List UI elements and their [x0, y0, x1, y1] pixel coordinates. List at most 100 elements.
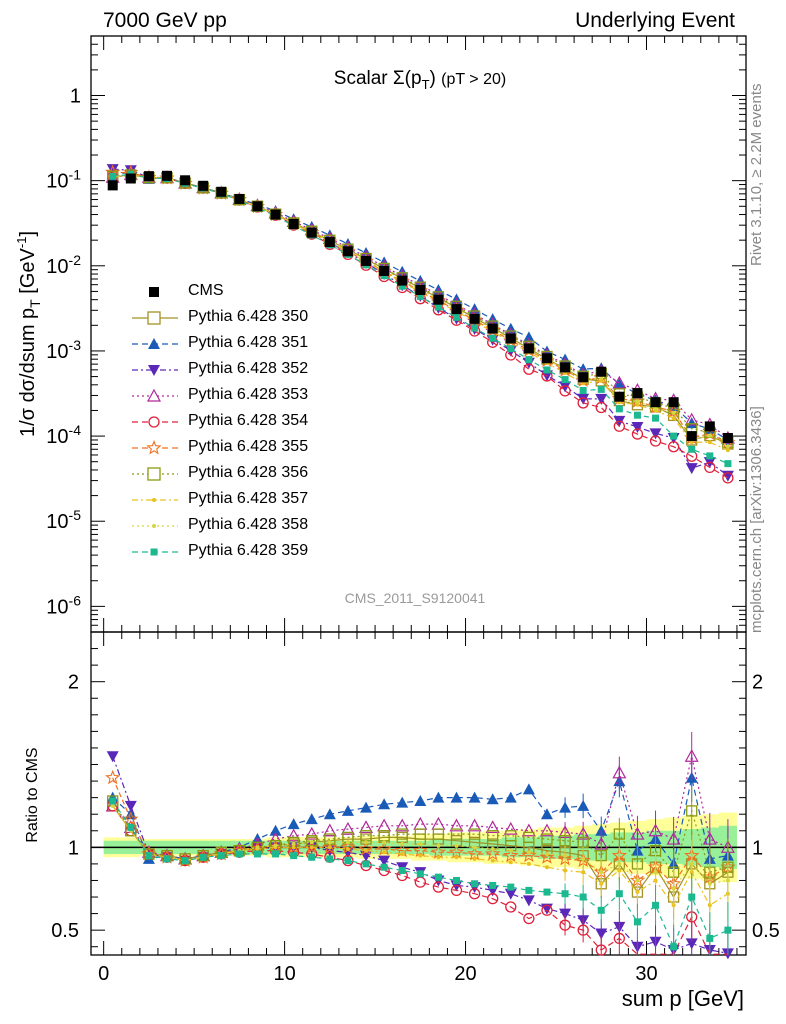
cms-data-point	[487, 323, 498, 334]
ratio-point-p359	[253, 850, 261, 858]
ratio-point-p351	[360, 801, 373, 813]
legend-swatch	[132, 311, 178, 325]
ratio-point-p354	[342, 854, 354, 867]
ratio-point-p356	[468, 828, 481, 840]
data-point-p354	[704, 461, 716, 474]
legend-swatch	[149, 287, 159, 297]
data-point-p359	[471, 324, 479, 332]
cms-data-point	[523, 343, 534, 354]
ratio-point-p353	[702, 831, 717, 845]
legend-marker	[150, 548, 158, 556]
cms-data-point	[306, 227, 317, 238]
ratio-point-p358	[725, 878, 730, 883]
ratio-point-p357	[327, 845, 332, 850]
ratio-point-p357	[544, 865, 549, 870]
ratio-point-p359	[543, 888, 551, 896]
ratio-point-p357	[526, 861, 531, 866]
ratio-point-p353	[485, 820, 500, 834]
cms-data-point	[632, 388, 643, 399]
ratio-point-p357	[563, 868, 568, 873]
legend-marker	[147, 467, 161, 481]
data-point-p354	[595, 401, 607, 414]
ratio-y-tick-label: 1	[68, 837, 79, 859]
legend-marker	[149, 287, 159, 297]
rivet-version-label: Rivet 3.1.10, ≥ 2.2M events	[748, 83, 765, 267]
data-point-p357	[599, 378, 604, 383]
ratio-point-p355	[539, 849, 555, 864]
ratio-point-p358	[599, 870, 604, 875]
ratio-point-p354	[414, 876, 426, 888]
ratio-point-p357	[581, 870, 586, 875]
ratio-point-p359	[579, 893, 587, 901]
legend-marker	[152, 498, 156, 502]
ratio-point-p352	[522, 895, 535, 907]
ratio-y-tick-label-right: 2	[752, 672, 763, 694]
ratio-point-p358	[472, 845, 477, 850]
ratio-point-p352	[378, 855, 391, 867]
data-point-p358	[671, 410, 676, 415]
data-point-p358	[725, 444, 730, 449]
data-point-p359	[525, 356, 533, 364]
ratio-point-p354	[523, 912, 535, 925]
data-point-p354	[631, 428, 644, 440]
data-point-p359	[543, 366, 551, 374]
ratio-point-p359	[199, 853, 207, 861]
ratio-point-p353	[377, 818, 392, 832]
x-tick-label: 10	[273, 963, 295, 985]
ratio-point-p358	[273, 843, 278, 848]
legend-swatch	[132, 388, 178, 402]
data-point-p359	[109, 172, 117, 180]
legend-label: Pythia 6.428 354	[188, 412, 309, 429]
ratio-point-p351	[323, 808, 336, 820]
data-point-p359	[597, 385, 605, 393]
ratio-y-tick-label: 0.5	[51, 920, 79, 942]
ratio-point-p353	[449, 818, 464, 832]
cms-data-point	[324, 237, 335, 248]
ratio-point-p359	[272, 850, 280, 858]
ratio-point-p359	[633, 918, 641, 926]
ratio-point-p359	[416, 870, 424, 878]
ratio-point-p353	[395, 818, 410, 832]
ratio-point-p354	[595, 944, 607, 956]
ratio-point-p353	[539, 823, 554, 837]
data-point-p354	[523, 363, 535, 375]
data-point-p359	[398, 282, 406, 290]
ratio-point-p356	[505, 830, 517, 842]
data-point-p359	[724, 460, 732, 468]
cms-data-point	[216, 186, 227, 197]
y-tick-label: 10-2	[46, 252, 81, 278]
legend-marker	[147, 311, 161, 325]
ratio-point-p353	[612, 765, 627, 779]
data-point-p358	[653, 406, 658, 411]
ratio-point-p359	[217, 852, 225, 860]
cms-data-point	[560, 362, 571, 373]
data-point-p357	[725, 448, 730, 453]
data-point-p359	[670, 432, 678, 440]
data-point-p359	[615, 405, 623, 413]
ratio-point-p353	[684, 748, 699, 762]
ratio-point-p358	[291, 842, 296, 847]
ratio-point-p359	[525, 886, 533, 894]
ratio-point-p353	[431, 816, 446, 830]
ratio-point-p355	[448, 844, 465, 859]
cms-data-point	[361, 255, 372, 266]
ratio-point-p359	[471, 880, 479, 888]
cms-data-point	[469, 313, 480, 324]
data-point-p352	[559, 381, 572, 393]
ratio-point-p359	[507, 883, 515, 891]
ratio-frame	[90, 631, 747, 956]
cms-data-point	[451, 304, 462, 315]
ratio-point-p354	[487, 893, 499, 905]
data-point-p358	[599, 375, 604, 380]
series-line-p354	[112, 174, 729, 479]
data-point-p359	[452, 313, 460, 321]
ratio-point-p353	[521, 823, 536, 837]
cms-data-point	[578, 372, 589, 383]
data-point-p354	[667, 441, 680, 453]
data-point-p354	[722, 472, 734, 484]
y-tick-label: 10-6	[46, 592, 81, 618]
legend-swatch	[132, 365, 178, 376]
ratio-point-p352	[124, 800, 137, 812]
ratio-point-p351	[305, 813, 318, 825]
ratio-point-p351	[486, 793, 499, 805]
